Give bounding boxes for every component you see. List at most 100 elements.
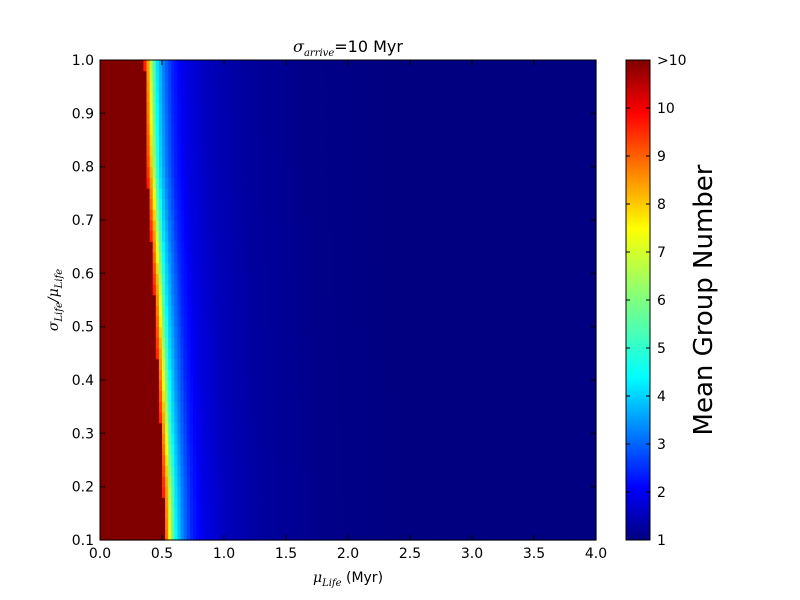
heatmap-cell	[478, 518, 482, 530]
heatmap-cell	[592, 252, 597, 264]
heatmap-cell	[552, 241, 557, 253]
heatmap-cell	[496, 518, 501, 530]
heatmap-cell	[183, 401, 188, 413]
heatmap-cell	[220, 518, 225, 530]
heatmap-cell	[313, 508, 318, 520]
heatmap-cell	[524, 390, 529, 402]
heatmap-cell	[509, 241, 513, 253]
heatmap-cell	[375, 390, 380, 402]
heatmap-cell	[196, 230, 200, 242]
heatmap-cell	[354, 305, 358, 317]
heatmap-cell	[313, 209, 318, 221]
heatmap-cell	[521, 252, 526, 264]
heatmap-cell	[301, 230, 306, 242]
heatmap-cell	[298, 476, 303, 488]
heatmap-cell	[456, 294, 461, 306]
heatmap-cell	[224, 497, 228, 509]
heatmap-cell	[236, 476, 241, 488]
heatmap-cell	[242, 412, 247, 424]
heatmap-cell	[320, 348, 324, 360]
heatmap-cell	[468, 422, 473, 434]
heatmap-cell	[313, 294, 318, 306]
heatmap-cell	[155, 316, 160, 328]
heatmap-cell	[574, 273, 578, 285]
heatmap-cell	[568, 294, 572, 306]
heatmap-cell	[103, 273, 107, 285]
heatmap-cell	[267, 518, 272, 530]
heatmap-cell	[267, 390, 272, 402]
heatmap-cell	[456, 433, 461, 445]
heatmap-cell	[577, 518, 582, 530]
heatmap-cell	[155, 348, 160, 360]
heatmap-cell	[481, 316, 485, 328]
heatmap-cell	[189, 358, 194, 370]
heatmap-cell	[552, 433, 557, 445]
heatmap-cell	[403, 529, 408, 541]
heatmap-cell	[298, 518, 303, 530]
heatmap-cell	[304, 412, 309, 424]
heatmap-cell	[230, 433, 234, 445]
heatmap-cell	[115, 518, 120, 530]
heatmap-cell	[323, 284, 327, 296]
heatmap-cell	[419, 444, 423, 456]
heatmap-cell	[245, 454, 250, 466]
heatmap-cell	[357, 412, 361, 424]
heatmap-cell	[109, 369, 113, 381]
heatmap-cell	[524, 348, 529, 360]
heatmap-cell	[406, 220, 411, 232]
heatmap-cell	[168, 241, 172, 253]
heatmap-cell	[251, 262, 256, 274]
heatmap-cell	[186, 380, 191, 392]
heatmap-cell	[487, 252, 492, 264]
heatmap-cell	[549, 316, 554, 328]
heatmap-cell	[555, 433, 560, 445]
heatmap-cell	[174, 454, 179, 466]
heatmap-cell	[276, 497, 281, 509]
heatmap-cell	[199, 476, 203, 488]
heatmap-cell	[571, 454, 575, 466]
heatmap-cell	[555, 401, 560, 413]
heatmap-cell	[413, 380, 417, 392]
heatmap-cell	[239, 337, 244, 349]
heatmap-cell	[475, 209, 479, 221]
heatmap-cell	[555, 476, 560, 488]
heatmap-cell	[366, 316, 371, 328]
heatmap-cell	[295, 369, 299, 381]
heatmap-cell	[583, 529, 588, 541]
heatmap-cell	[165, 380, 169, 392]
heatmap-cell	[341, 326, 346, 338]
heatmap-cell	[450, 294, 454, 306]
heatmap-cell	[400, 412, 405, 424]
heatmap-cell	[106, 433, 110, 445]
heatmap-cell	[431, 433, 436, 445]
heatmap-cell	[484, 433, 489, 445]
heatmap-cell	[183, 348, 188, 360]
heatmap-cell	[571, 316, 575, 328]
heatmap-cell	[543, 252, 547, 264]
heatmap-cell	[344, 412, 349, 424]
heatmap-cell	[586, 252, 591, 264]
heatmap-cell	[248, 230, 253, 242]
heatmap-cell	[487, 433, 492, 445]
heatmap-cell	[146, 412, 151, 424]
heatmap-cell	[180, 198, 185, 210]
heatmap-cell	[406, 380, 411, 392]
heatmap-cell	[394, 305, 399, 317]
heatmap-cell	[565, 497, 569, 509]
heatmap-cell	[152, 465, 157, 477]
heatmap-cell	[499, 497, 504, 509]
heatmap-cell	[490, 284, 495, 296]
heatmap-cell	[400, 284, 405, 296]
heatmap-cell	[304, 252, 309, 264]
heatmap-cell	[406, 230, 411, 242]
heatmap-cell	[310, 241, 315, 253]
heatmap-cell	[149, 241, 154, 253]
heatmap-cell	[103, 305, 107, 317]
heatmap-cell	[140, 486, 144, 498]
heatmap-cell	[118, 273, 123, 285]
heatmap-cell	[360, 401, 365, 413]
heatmap-cell	[270, 390, 275, 402]
heatmap-cell	[282, 252, 287, 264]
heatmap-cell	[524, 252, 529, 264]
heatmap-cell	[189, 316, 194, 328]
